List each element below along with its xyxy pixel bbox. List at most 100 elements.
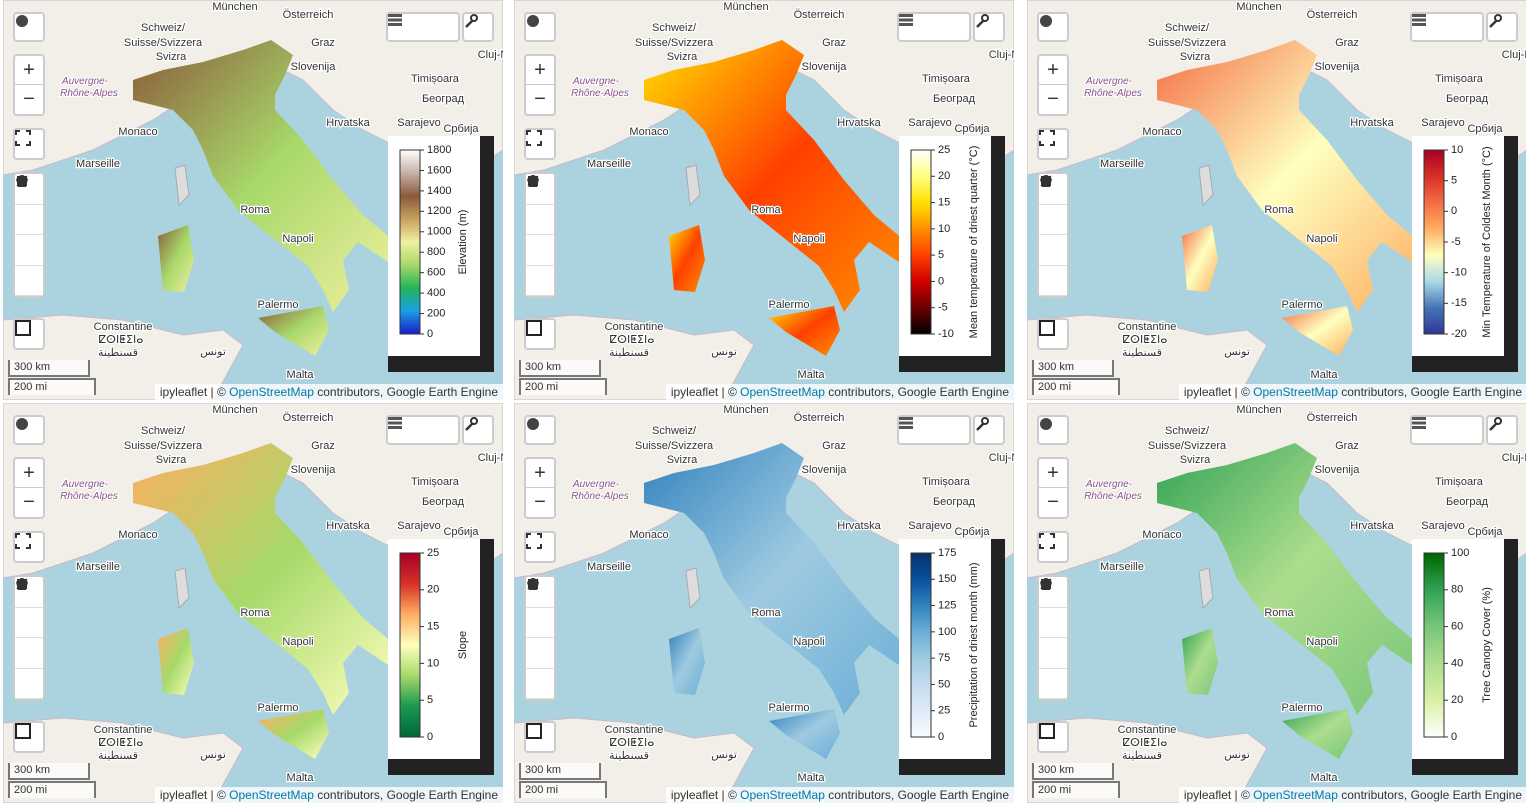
settings-button[interactable]: [1486, 415, 1518, 445]
zoom-out[interactable]: −: [13, 488, 45, 519]
attribution-text: contributors, Google Earth Engine: [824, 385, 1009, 399]
zoom-in[interactable]: +: [524, 457, 556, 488]
settings-button[interactable]: [462, 415, 494, 445]
fullscreen-button[interactable]: [524, 128, 556, 160]
settings-button[interactable]: [1486, 12, 1518, 42]
place-label: Београд: [933, 93, 976, 105]
place-label: Monaco: [118, 529, 157, 541]
draw-tool[interactable]: [1039, 175, 1067, 296]
draw-tool[interactable]: [1039, 175, 1067, 235]
colorbar-tick-label: -5: [1451, 236, 1461, 248]
attribution-link[interactable]: OpenStreetMap: [1253, 788, 1338, 802]
place-label: Constantine: [94, 321, 153, 333]
place-label: Cluj-N: [478, 452, 503, 464]
colorbar-label: Tree Canopy Cover (%): [1481, 587, 1493, 703]
measure-button[interactable]: [524, 318, 556, 350]
colorbar-label: Min Temperature of Coldest Month (°C): [1481, 146, 1493, 337]
measure-button[interactable]: [1037, 721, 1069, 753]
zoom-out[interactable]: −: [524, 488, 556, 519]
map-panel: München Österreich Schweiz/Suisse/Svizzera…: [514, 403, 1014, 803]
colorbar-tick-label: 75: [938, 652, 950, 664]
layers-button[interactable]: [1410, 12, 1484, 42]
place-label: Svizra: [1180, 454, 1211, 466]
settings-button[interactable]: [973, 12, 1005, 42]
layers-button[interactable]: [897, 415, 971, 445]
place-label: Suisse/Svizzera: [635, 440, 714, 452]
globe-button[interactable]: [13, 12, 45, 42]
draw-tool[interactable]: [526, 176, 554, 266]
fullscreen-button[interactable]: [1037, 531, 1069, 563]
draw-tool[interactable]: [526, 578, 554, 638]
draw-tool[interactable]: [526, 579, 554, 669]
draw-tool[interactable]: [526, 578, 554, 699]
draw-tool[interactable]: [15, 578, 43, 638]
layers-button[interactable]: [1410, 415, 1484, 445]
colorbar-tick-label: 10: [938, 223, 950, 235]
fullscreen-button[interactable]: [524, 531, 556, 563]
place-label: Roma: [240, 607, 270, 619]
raster-layer: [258, 306, 329, 356]
fullscreen-button[interactable]: [13, 531, 45, 563]
settings-button[interactable]: [462, 12, 494, 42]
layers-button[interactable]: [897, 12, 971, 42]
scale-imperial: 200 mi: [519, 378, 607, 395]
draw-tool[interactable]: [15, 175, 43, 296]
place-label: Napoli: [793, 636, 824, 648]
scale-metric: 300 km: [8, 763, 90, 780]
zoom-out[interactable]: −: [1037, 488, 1069, 519]
zoom-out[interactable]: −: [1037, 85, 1069, 116]
measure-button[interactable]: [13, 721, 45, 753]
zoom-in[interactable]: +: [13, 457, 45, 488]
colorbar-tick-label: 0: [427, 328, 433, 340]
measure-button[interactable]: [1037, 318, 1069, 350]
fullscreen-button[interactable]: [1037, 128, 1069, 160]
place-label: قسنطينة: [609, 347, 649, 359]
fullscreen-button[interactable]: [13, 128, 45, 160]
globe-button[interactable]: [1037, 415, 1069, 445]
layers-button[interactable]: [386, 12, 460, 42]
draw-tool[interactable]: [1039, 578, 1067, 638]
attribution-link[interactable]: OpenStreetMap: [740, 788, 825, 802]
place-label: Rhône-Alpes: [571, 88, 629, 99]
globe-button[interactable]: [13, 415, 45, 445]
attribution-link[interactable]: OpenStreetMap: [1253, 385, 1338, 399]
globe-button[interactable]: [1037, 12, 1069, 42]
place-label: Österreich: [283, 9, 334, 21]
place-label: Hrvatska: [837, 117, 881, 129]
draw-tool[interactable]: [15, 578, 43, 699]
draw-tool[interactable]: [15, 176, 43, 266]
draw-tool[interactable]: [1039, 579, 1067, 669]
attribution-link[interactable]: OpenStreetMap: [229, 788, 314, 802]
draw-tool[interactable]: [1039, 176, 1067, 266]
zoom-in[interactable]: +: [13, 54, 45, 85]
draw-tool[interactable]: [526, 175, 554, 235]
draw-tool[interactable]: [526, 175, 554, 296]
zoom-in[interactable]: +: [1037, 457, 1069, 488]
colorbar-tick-label: 80: [1451, 584, 1463, 596]
map-canvas: München Österreich Schweiz/Suisse/Svizzera…: [3, 0, 503, 400]
place-label: Cluj-N: [1502, 452, 1526, 464]
zoom-out[interactable]: −: [13, 85, 45, 116]
colorbar-scroll: [991, 539, 1005, 775]
colorbar-tick-label: -10: [1451, 267, 1467, 279]
draw-tool[interactable]: [1039, 578, 1067, 699]
globe-button[interactable]: [524, 12, 556, 42]
measure-button[interactable]: [13, 318, 45, 350]
place-label: Sarajevo: [908, 117, 951, 129]
place-label: Auvergne-: [61, 479, 109, 490]
zoom-in[interactable]: +: [1037, 54, 1069, 85]
measure-button[interactable]: [524, 721, 556, 753]
draw-tool[interactable]: [15, 175, 43, 235]
place-label: Schweiz/: [141, 22, 186, 34]
attribution-link[interactable]: OpenStreetMap: [229, 385, 314, 399]
settings-button[interactable]: [973, 415, 1005, 445]
attribution-link[interactable]: OpenStreetMap: [740, 385, 825, 399]
zoom-out[interactable]: −: [524, 85, 556, 116]
globe-button[interactable]: [524, 415, 556, 445]
map-panel: München Österreich Schweiz/Suisse/Svizzera…: [514, 0, 1014, 400]
colorbar-scroll: [388, 356, 494, 372]
place-label: Suisse/Svizzera: [124, 440, 203, 452]
draw-tool[interactable]: [15, 579, 43, 669]
zoom-in[interactable]: +: [524, 54, 556, 85]
layers-button[interactable]: [386, 415, 460, 445]
